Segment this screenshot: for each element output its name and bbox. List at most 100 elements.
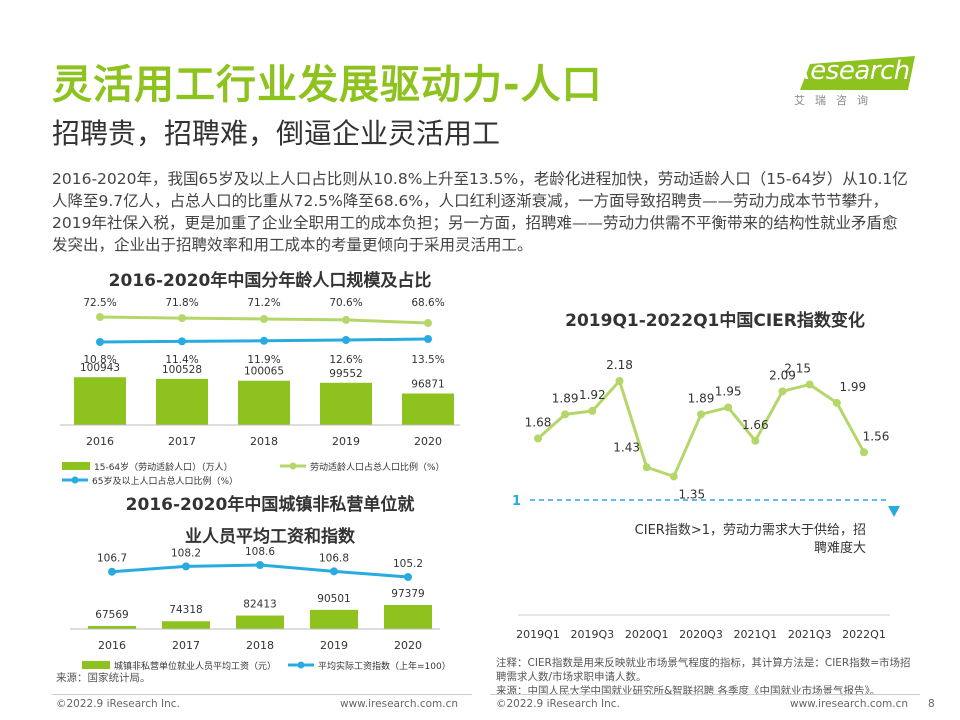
chart2-x-tick: 2020 (394, 639, 422, 652)
chart1-bar (238, 380, 290, 425)
chart2-point-wage-index (404, 573, 412, 581)
chart3-annotation-line1: CIER指数>1，劳动力需求大于供给，招 (635, 522, 866, 538)
chart1-bar-label: 100943 (80, 362, 120, 374)
chart1-legend-bar: 15-64岁（劳动适龄人口）（万人） (94, 461, 233, 473)
chart3-label-cier: 1.89 (688, 391, 715, 405)
footer-url-left: www.iresearch.com.cn (340, 698, 459, 710)
right-note: 注释：CIER指数是用来反映就业市场景气程度的指标，其计算方法是：CIER指数=… (496, 657, 911, 683)
chart1-legend-working-age: 劳动适龄人口占总人口比例（%） (310, 461, 445, 473)
chart2-bar (88, 626, 136, 629)
chart1-point-elderly (178, 337, 186, 346)
chart1-bar-label: 100528 (162, 364, 202, 376)
footer-url-right: www.iresearch.com.cn (790, 698, 909, 710)
chart2-bar (236, 615, 284, 629)
chart2-label-wage-index: 108.2 (171, 547, 201, 559)
chart2-point-wage-index (256, 561, 264, 569)
chart1-label-elderly: 10.8% (83, 354, 116, 366)
chart1-label-working-age: 71.2% (247, 297, 280, 309)
chart2-title-line2: 业人员平均工资和指数 (185, 527, 355, 547)
chart3-point-cier (697, 410, 705, 419)
chart3-point-cier (534, 434, 542, 443)
chart3-point-cier (561, 410, 570, 419)
chart2-x-tick: 2018 (246, 639, 274, 652)
chart1-point-elderly (424, 335, 432, 343)
chart1-label-elderly: 12.6% (329, 354, 362, 366)
footer-copyright-left: ©2022.9 iResearch Inc. (56, 698, 180, 710)
chart1-bar (74, 377, 126, 425)
chart2-x-tick: 2019 (320, 639, 348, 652)
chart1-svg: 100943 100528 100065 99552 96871 2016 2017 2018… (60, 297, 460, 487)
chart2-bar (310, 609, 358, 629)
chart3-x-tick: 2022Q1 (842, 628, 886, 641)
chart1-title: 2016-2020年中国分年龄人口规模及占比 (108, 271, 432, 291)
chart2-legend-line-dot (297, 661, 305, 669)
chart3-label-cier: 2.15 (784, 361, 811, 375)
iresearch-logo: iResearch 艾瑞咨询 (780, 50, 920, 110)
chart2-label-wage-index: 106.8 (319, 552, 349, 564)
chart3-label-cier: 1.95 (715, 384, 742, 398)
chart2-point-wage-index (182, 562, 190, 571)
chart2-svg: 67569 74318 82413 90501 97379 2016 2017 2018 201… (70, 546, 451, 672)
chart2-x-tick: 2017 (172, 639, 200, 652)
chart3-point-cier (778, 387, 787, 396)
chart1-label-working-age: 71.8% (165, 297, 198, 309)
chart3-x-tick: 2019Q3 (571, 628, 615, 641)
chart3-x-tick: 2021Q1 (734, 628, 778, 641)
chart2-bar-label: 82413 (243, 599, 276, 611)
chart2-bar-label: 90501 (317, 593, 350, 605)
right-source: 来源：中国人民大学中国就业研究所&智联招聘 各季度《中国就业市场景气报告》。 (496, 685, 881, 697)
chart3-point-cier (751, 436, 760, 445)
chart1-point-working-age (178, 314, 186, 323)
chart1-x-tick: 2018 (250, 435, 278, 448)
chart1-label-working-age: 72.5% (83, 297, 116, 309)
chart3-x-tick: 2020Q3 (679, 628, 723, 641)
chart3-x-tick: 2021Q3 (788, 628, 832, 641)
chart3-x-tick: 2020Q1 (625, 628, 669, 641)
chart1-point-elderly (96, 338, 104, 346)
chart1-label-elderly: 11.4% (165, 354, 198, 366)
chart3-label-cier: 2.18 (606, 358, 633, 372)
chart1-legend-working-age-dot (289, 462, 297, 470)
chart1-label-elderly: 13.5% (411, 354, 444, 366)
footer-divider-right (490, 694, 920, 695)
chart2-bar-label: 74318 (169, 604, 202, 616)
chart3-label-cier: 1.56 (863, 429, 890, 443)
chart2-point-wage-index (108, 567, 116, 576)
chart1-point-working-age (424, 319, 432, 327)
chart3-point-cier (860, 448, 868, 457)
chart1-legend-elderly: 65岁及以上人口占总人口比例（%） (92, 475, 238, 487)
chart1-x-tick: 2019 (332, 435, 360, 448)
chart1-bar-label: 99552 (329, 368, 362, 380)
chart2-point-wage-index (330, 567, 338, 576)
chart3-label-cier: 1.99 (839, 380, 866, 394)
chart3-label-cier: 1.35 (678, 487, 705, 501)
chart3-point-cier (832, 398, 841, 407)
chart3-label-cier: 1.66 (742, 418, 769, 432)
chart3-title: 2019Q1-2022Q1中国CIER指数变化 (565, 311, 865, 331)
chart1-bar (402, 393, 454, 425)
chart1-bar-label: 96871 (411, 379, 444, 391)
chart2-bar-label: 97379 (391, 588, 424, 600)
logo-main-text: iResearch (786, 56, 910, 86)
chart2-title-line1: 2016-2020年中国城镇非私营单位就 (125, 495, 415, 515)
chart1-x-tick: 2020 (414, 435, 442, 448)
chart2-label-wage-index: 105.2 (393, 558, 423, 570)
chart3-point-cier (724, 403, 733, 412)
chart1-legend-bar-swatch (62, 462, 90, 470)
chart2-bar-label: 67569 (95, 609, 128, 621)
chart3-label-cier: 1.68 (525, 416, 552, 430)
chart3-point-cier (805, 380, 814, 389)
chart1-bar (156, 378, 208, 425)
logo-sub-text: 艾瑞咨询 (794, 94, 878, 107)
chart1-bar (320, 382, 372, 425)
chart3-point-cier (642, 463, 651, 472)
chart3-label-cier: 1.92 (579, 388, 606, 402)
chart3-label-cier: 1.89 (552, 391, 579, 405)
chart3-x-tick: 2019Q1 (516, 628, 560, 641)
chart1-point-working-age (96, 313, 104, 321)
chart1-x-tick: 2016 (86, 435, 114, 448)
intro-paragraph: 2016-2020年，我国65岁及以上人口占比则从10.8%上升至13.5%，老… (52, 170, 908, 254)
chart3-svg: 1.681.89 1.922.181.431.351.89 1.951.662.09… (512, 358, 900, 641)
chart3-point-cier (669, 472, 678, 481)
chart2-bar (384, 605, 432, 629)
